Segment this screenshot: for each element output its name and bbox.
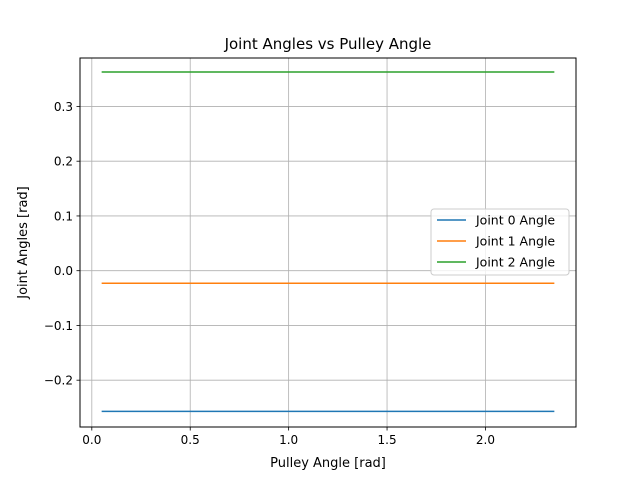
y-tick-label: −0.1 (44, 319, 73, 333)
x-tick-label: 2.0 (476, 433, 495, 447)
x-tick-label: 0.5 (181, 433, 200, 447)
chart-title: Joint Angles vs Pulley Angle (224, 35, 432, 53)
x-tick-label: 1.5 (378, 433, 397, 447)
legend-box (430, 208, 570, 276)
legend: Joint 0 Angle Joint 1 Angle Joint 2 Angl… (430, 208, 570, 276)
grid (80, 58, 576, 427)
x-tick-label: 0.0 (82, 433, 101, 447)
x-tick-label: 1.0 (279, 433, 298, 447)
x-axis-label: Pulley Angle [rad] (270, 456, 386, 471)
axis-ticks: 0.0 0.5 1.0 1.5 2.0 −0.2 −0.1 0.0 0.1 0.2 0.3 (44, 100, 495, 447)
y-tick-label: 0.2 (54, 155, 73, 169)
y-tick-label: 0.1 (54, 209, 73, 223)
plot-series (101, 71, 555, 413)
y-tick-label: −0.2 (44, 374, 73, 388)
y-tick-label: 0.0 (54, 264, 73, 278)
legend-label-joint-0: Joint 0 Angle (475, 213, 555, 228)
y-tick-label: 0.3 (54, 100, 73, 114)
legend-label-joint-1: Joint 1 Angle (475, 234, 555, 249)
plot-frame (79, 57, 577, 428)
legend-label-joint-2: Joint 2 Angle (475, 255, 555, 270)
y-axis-label: Joint Angles [rad] (16, 186, 31, 299)
